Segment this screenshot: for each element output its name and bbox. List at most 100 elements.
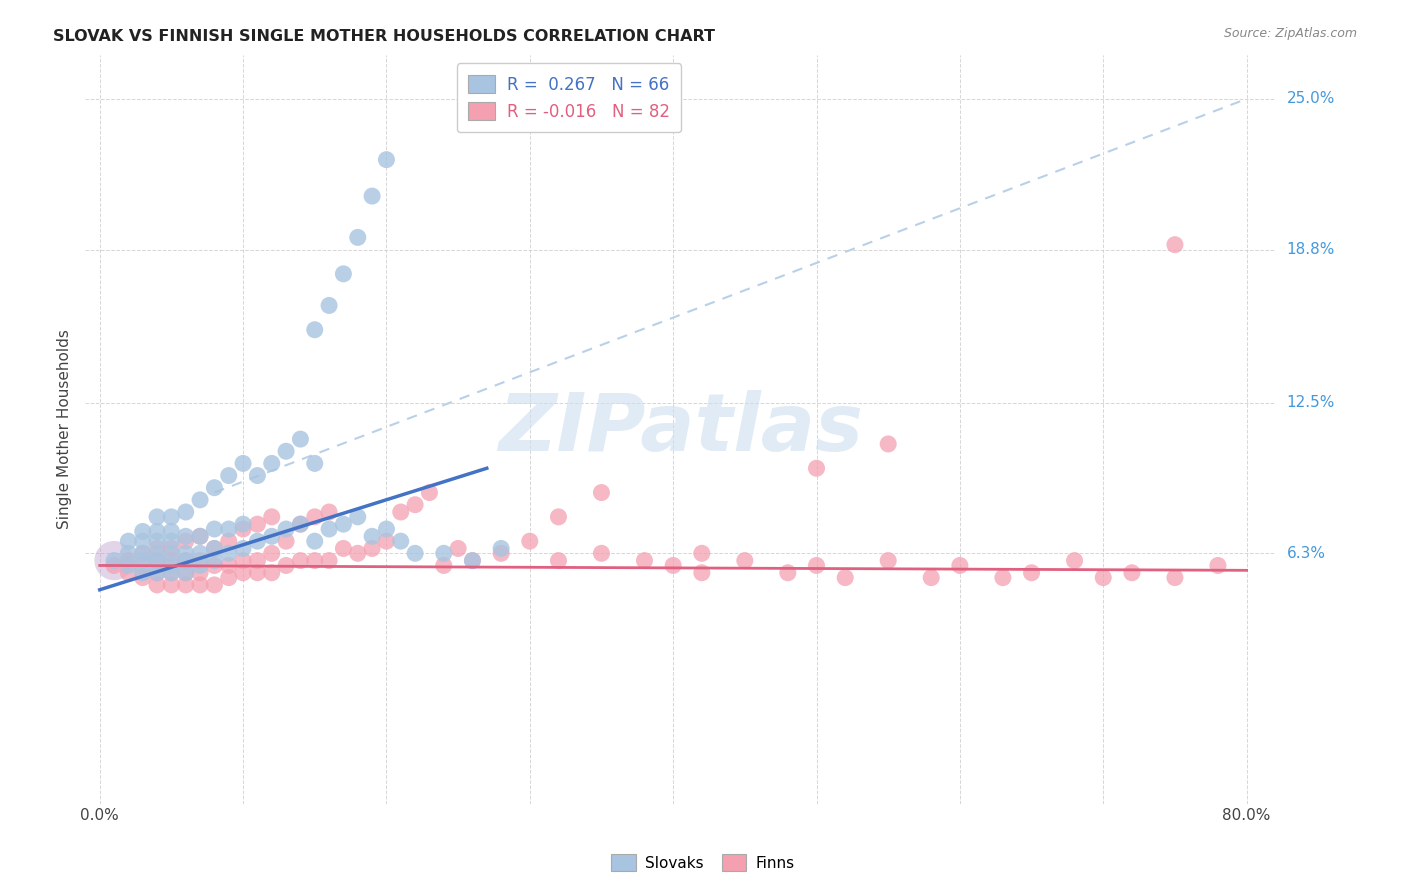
Point — [1164, 571, 1187, 585]
Point — [132, 571, 155, 585]
Point — [547, 553, 569, 567]
Point — [146, 566, 169, 580]
Point — [174, 534, 197, 549]
Point — [202, 553, 225, 567]
Point — [174, 553, 197, 567]
Point — [547, 509, 569, 524]
Point — [404, 498, 426, 512]
Point — [389, 534, 412, 549]
Point — [232, 457, 254, 471]
Point — [304, 509, 326, 524]
Point — [202, 522, 225, 536]
Point — [690, 566, 713, 580]
Point — [274, 522, 297, 536]
Point — [146, 546, 169, 560]
Text: 6.3%: 6.3% — [1286, 546, 1326, 561]
Point — [274, 534, 297, 549]
Point — [188, 529, 211, 543]
Point — [218, 571, 240, 585]
Point — [132, 534, 155, 549]
Point — [246, 566, 269, 580]
Point — [188, 553, 211, 567]
Point — [160, 541, 183, 556]
Point — [991, 571, 1014, 585]
Point — [218, 558, 240, 573]
Point — [202, 541, 225, 556]
Point — [188, 558, 211, 573]
Point — [246, 534, 269, 549]
Point — [346, 509, 368, 524]
Point — [375, 153, 398, 167]
Point — [202, 578, 225, 592]
Point — [132, 566, 155, 580]
Point — [461, 553, 484, 567]
Point — [232, 566, 254, 580]
Point — [132, 546, 155, 560]
Legend: R =  0.267   N = 66, R = -0.016   N = 82: R = 0.267 N = 66, R = -0.016 N = 82 — [457, 63, 682, 133]
Point — [174, 553, 197, 567]
Point — [318, 522, 340, 536]
Point — [160, 509, 183, 524]
Text: 12.5%: 12.5% — [1286, 395, 1334, 410]
Point — [160, 546, 183, 560]
Text: SLOVAK VS FINNISH SINGLE MOTHER HOUSEHOLDS CORRELATION CHART: SLOVAK VS FINNISH SINGLE MOTHER HOUSEHOL… — [53, 29, 716, 44]
Point — [949, 558, 972, 573]
Point — [174, 505, 197, 519]
Point — [103, 553, 125, 567]
Point — [404, 546, 426, 560]
Text: 25.0%: 25.0% — [1286, 91, 1334, 106]
Point — [218, 468, 240, 483]
Point — [418, 485, 440, 500]
Point — [132, 546, 155, 560]
Point — [246, 468, 269, 483]
Point — [806, 461, 828, 475]
Point — [117, 546, 139, 560]
Point — [375, 534, 398, 549]
Point — [146, 553, 169, 567]
Point — [146, 509, 169, 524]
Point — [232, 541, 254, 556]
Point — [260, 509, 283, 524]
Point — [433, 558, 456, 573]
Point — [260, 546, 283, 560]
Point — [232, 517, 254, 532]
Point — [834, 571, 856, 585]
Point — [146, 541, 169, 556]
Text: 18.8%: 18.8% — [1286, 242, 1334, 257]
Point — [332, 517, 354, 532]
Point — [591, 485, 613, 500]
Point — [1121, 566, 1143, 580]
Point — [146, 534, 169, 549]
Point — [174, 546, 197, 560]
Point — [1164, 237, 1187, 252]
Point — [274, 444, 297, 458]
Point — [103, 553, 125, 567]
Point — [318, 553, 340, 567]
Point — [304, 534, 326, 549]
Point — [160, 534, 183, 549]
Point — [290, 517, 312, 532]
Point — [389, 505, 412, 519]
Point — [117, 566, 139, 580]
Point — [132, 553, 155, 567]
Point — [160, 553, 183, 567]
Point — [246, 517, 269, 532]
Point — [202, 558, 225, 573]
Point — [146, 566, 169, 580]
Point — [188, 546, 211, 560]
Point — [103, 558, 125, 573]
Point — [318, 505, 340, 519]
Point — [174, 566, 197, 580]
Point — [174, 578, 197, 592]
Point — [117, 534, 139, 549]
Point — [361, 541, 384, 556]
Point — [633, 553, 655, 567]
Point — [188, 578, 211, 592]
Point — [218, 534, 240, 549]
Point — [188, 529, 211, 543]
Point — [920, 571, 942, 585]
Point — [174, 566, 197, 580]
Point — [1206, 558, 1229, 573]
Point — [160, 566, 183, 580]
Point — [346, 546, 368, 560]
